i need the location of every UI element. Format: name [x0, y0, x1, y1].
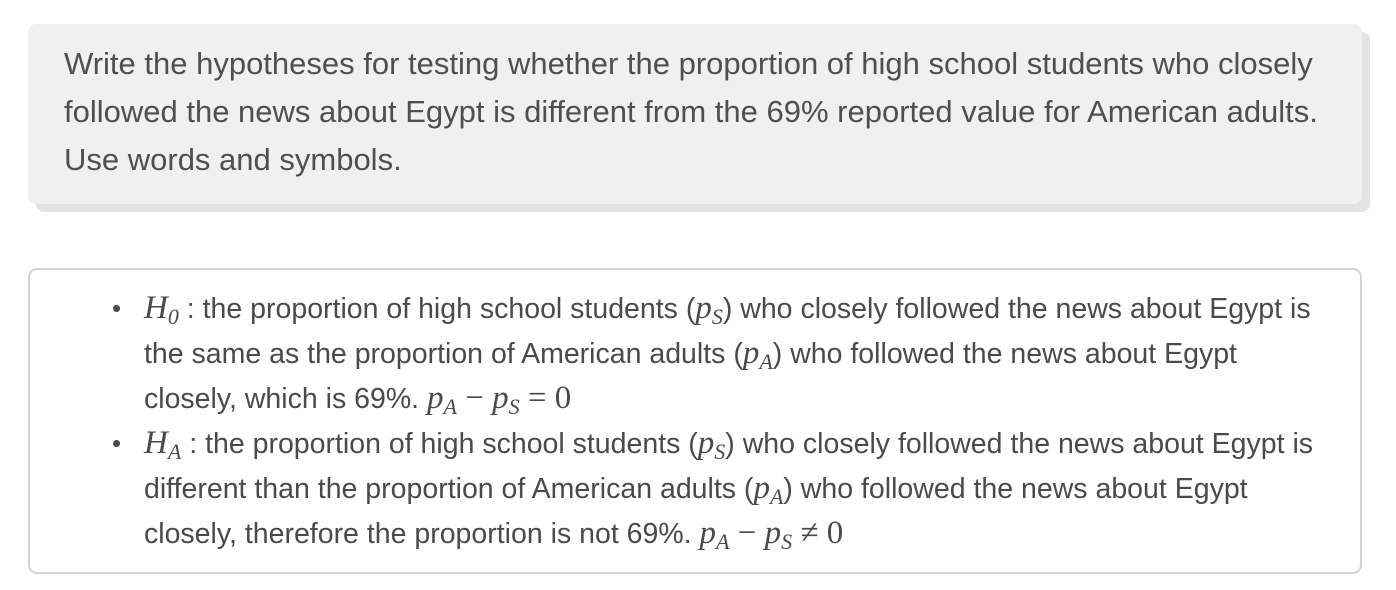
bullet-icon: • — [112, 428, 122, 458]
question-prompt-box: Write the hypotheses for testing whether… — [28, 24, 1362, 204]
null-hypothesis-symbol: H0 — [144, 290, 179, 329]
alternative-hypothesis-equation: pA − pS ≠ 0 — [699, 515, 844, 554]
answer-box: • H0 : the proportion of high school stu… — [28, 268, 1362, 574]
alternative-hypothesis-symbol: HA — [144, 425, 182, 464]
alternative-hypothesis-text: the proportion of high school students (… — [144, 425, 1314, 550]
alternative-hypothesis: • HA : the proportion of high school stu… — [30, 421, 1360, 556]
bullet-icon: • — [112, 293, 122, 323]
null-hypothesis: • H0 : the proportion of high school stu… — [30, 286, 1360, 421]
null-hypothesis-equation: pA − pS = 0 — [427, 380, 572, 419]
question-text: Write the hypotheses for testing whether… — [64, 46, 1318, 177]
hypotheses-list: • H0 : the proportion of high school stu… — [30, 270, 1360, 556]
null-hypothesis-text: the proportion of high school students (… — [144, 290, 1311, 415]
